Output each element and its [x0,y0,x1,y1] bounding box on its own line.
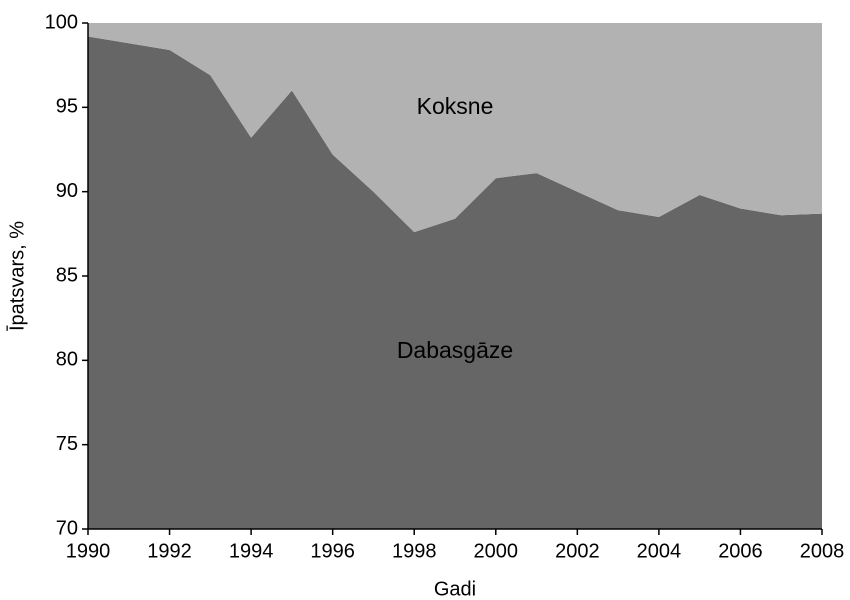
x-tick-label: 2006 [718,540,763,562]
y-tick-label: 90 [56,180,78,202]
y-axis-label: Īpatsvars, % [5,221,28,331]
x-tick-label: 1994 [229,540,274,562]
x-tick-label: 2004 [637,540,682,562]
x-tick-label: 1992 [147,540,192,562]
y-tick-label: 85 [56,264,78,286]
y-tick-label: 75 [56,433,78,455]
y-tick-label: 80 [56,349,78,371]
x-tick-label: 1990 [66,540,111,562]
x-tick-label: 1996 [310,540,355,562]
series-label: Koksne [417,93,494,119]
x-tick-label: 1998 [392,540,437,562]
series-label: Dabasgāze [397,337,513,363]
area [88,23,822,233]
y-tick-label: 95 [56,96,78,118]
x-tick-label: 2002 [555,540,600,562]
x-tick-label: 2008 [800,540,845,562]
y-tick-label: 100 [45,11,78,33]
x-axis-label: Gadi [434,578,476,600]
y-tick-label: 70 [56,517,78,539]
areas [88,23,822,529]
area [88,36,822,529]
x-tick-label: 2000 [474,540,519,562]
